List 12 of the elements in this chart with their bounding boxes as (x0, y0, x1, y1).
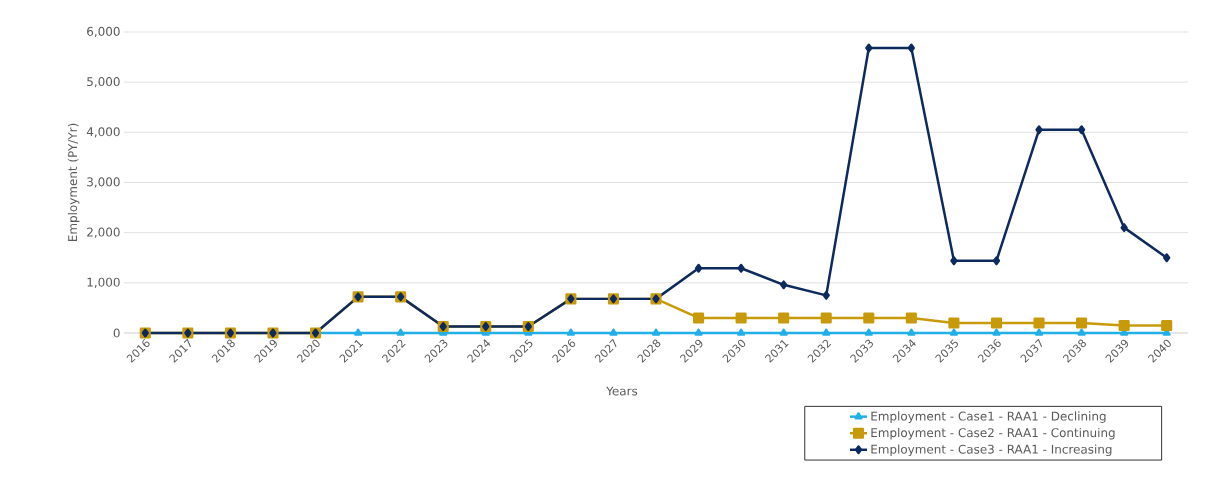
legend-label: Employment - Case2 - RAA1 - Continuing (871, 427, 1115, 440)
y-tick-label: 2,000 (87, 227, 120, 238)
y-tick-label: 1,000 (87, 277, 120, 288)
y-tick-label: 6,000 (87, 26, 120, 38)
y-tick-label: 0 (113, 328, 120, 338)
y-tick-label: 3,000 (87, 177, 120, 188)
y-tick-label: 5,000 (87, 77, 120, 88)
legend-label: Employment - Case1 - RAA1 - Declining (871, 411, 1106, 423)
legend-label: Employment - Case3 - RAA1 - Increasing (871, 444, 1112, 457)
x-axis-title: Years (606, 386, 638, 396)
y-axis-title: Employment (PY/Yr) (67, 123, 80, 242)
y-tick-label: 4,000 (86, 127, 120, 138)
